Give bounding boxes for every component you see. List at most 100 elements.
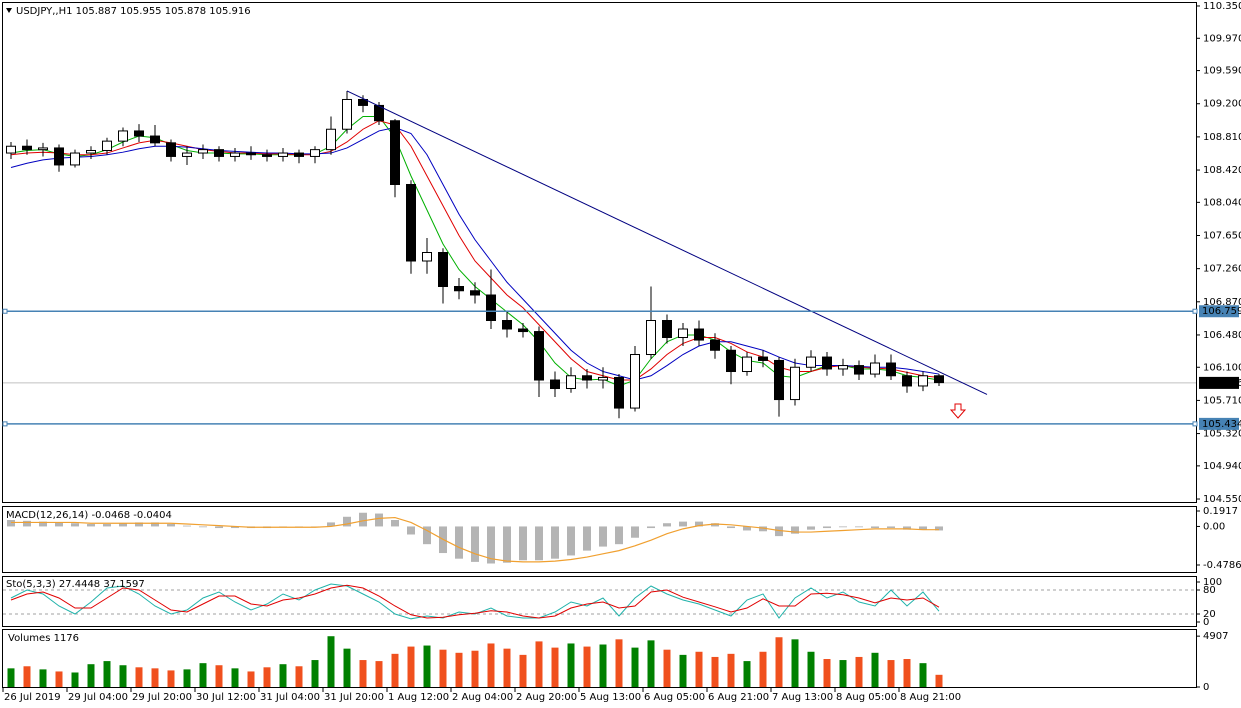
- macd-bar: [55, 522, 63, 527]
- y-tick-label: 109.200: [1203, 99, 1241, 110]
- candle-body: [934, 375, 944, 384]
- volume-bar: [567, 643, 575, 687]
- candle-body: [822, 356, 832, 370]
- candle-body: [70, 152, 80, 166]
- y-tick-label: 80: [1203, 585, 1216, 596]
- candle-body: [262, 154, 272, 157]
- candle-body: [566, 375, 576, 390]
- candle-body: [310, 149, 320, 157]
- volume-bar: [935, 674, 943, 687]
- candle-body: [918, 375, 928, 387]
- y-tick-label: 106.100: [1203, 362, 1241, 373]
- volume-bar: [631, 647, 639, 687]
- volume-bar: [551, 647, 559, 687]
- macd-bar: [535, 526, 543, 561]
- candle-body: [166, 142, 176, 157]
- symbol-menu-icon: [6, 8, 12, 13]
- volume-bar: [711, 656, 719, 687]
- volume-bar: [775, 637, 783, 687]
- macd-bar: [519, 526, 527, 561]
- x-tick-label: 1 Aug 12:00: [388, 692, 449, 703]
- macd-bar: [775, 526, 783, 537]
- y-tick-label: 107.650: [1203, 230, 1241, 241]
- y-tick-label: 104.940: [1203, 461, 1241, 472]
- level-label-box: [1199, 417, 1239, 430]
- macd-pane-frame: [2, 506, 1197, 573]
- macd-bar: [487, 526, 495, 564]
- x-tick-label: 29 Jul 20:00: [132, 692, 192, 703]
- candle-body: [678, 328, 688, 339]
- candle-body: [38, 147, 48, 151]
- macd-bar: [743, 526, 751, 531]
- candle-body: [470, 290, 480, 296]
- candle-body: [502, 320, 512, 330]
- volume-bar: [263, 667, 271, 687]
- macd-bar: [327, 522, 335, 527]
- candle-body: [630, 354, 640, 409]
- candle-body: [582, 375, 592, 381]
- volume-bar: [311, 660, 319, 687]
- volume-bar: [231, 668, 239, 687]
- y-tick-label: 110.350: [1203, 1, 1241, 12]
- volume-bar: [615, 639, 623, 687]
- volume-bar: [119, 665, 127, 687]
- candle-body: [854, 365, 864, 375]
- candle-body: [278, 152, 288, 157]
- macd-bar: [471, 526, 479, 562]
- candle-body: [902, 375, 912, 387]
- macd-bar: [167, 524, 175, 527]
- volume-bar: [663, 649, 671, 687]
- volume-bar: [279, 664, 287, 687]
- volume-bar: [39, 669, 47, 687]
- volume-bar: [215, 665, 223, 687]
- volume-bar: [135, 667, 143, 687]
- y-tick-label: 100: [1203, 577, 1222, 588]
- macd-bar: [567, 526, 575, 556]
- x-tick-label: 6 Aug 05:00: [644, 692, 705, 703]
- volume-bar: [823, 659, 831, 687]
- volume-bar: [471, 650, 479, 687]
- macd-bar: [551, 526, 559, 559]
- volume-bar: [183, 669, 191, 687]
- volume-bar: [55, 671, 63, 687]
- volume-bar: [167, 670, 175, 687]
- y-tick-label: 0.1917: [1203, 506, 1238, 517]
- macd-bar: [71, 523, 79, 527]
- macd-bar: [727, 526, 735, 529]
- level-anchor: [2, 421, 8, 427]
- candle-body: [758, 356, 768, 361]
- candle-body: [454, 286, 464, 292]
- volume-bar: [887, 660, 895, 687]
- candle-body: [726, 349, 736, 373]
- volume-bar: [679, 654, 687, 687]
- x-tick-label: 6 Aug 21:00: [708, 692, 769, 703]
- level-label-box: [1199, 305, 1239, 318]
- macd-bar: [135, 522, 143, 527]
- macd-bar: [647, 526, 655, 529]
- level-label: 106.759: [1202, 306, 1241, 317]
- macd-bar: [887, 526, 895, 529]
- macd-title: MACD(12,26,14) -0.0468 -0.0404: [6, 510, 172, 521]
- volume-bar: [535, 641, 543, 687]
- x-tick-label: 8 Aug 21:00: [900, 692, 961, 703]
- volume-bar: [7, 668, 15, 687]
- macd-bar: [503, 526, 511, 563]
- x-tick-label: 26 Jul 2019: [4, 692, 61, 703]
- candle-body: [134, 130, 144, 137]
- candle-body: [742, 356, 752, 373]
- macd-bar: [807, 526, 815, 530]
- candle-body: [790, 366, 800, 401]
- macd-bar: [119, 523, 127, 527]
- macd-bar: [231, 526, 239, 529]
- macd-bar: [39, 521, 47, 527]
- candle-body: [102, 140, 112, 151]
- candle-body: [358, 98, 368, 106]
- volume-bar: [839, 660, 847, 687]
- candle-body: [774, 359, 784, 401]
- macd-bar: [375, 513, 383, 527]
- volume-bar: [807, 651, 815, 687]
- x-tick-label: 5 Aug 13:00: [580, 692, 641, 703]
- candle-body: [662, 320, 672, 339]
